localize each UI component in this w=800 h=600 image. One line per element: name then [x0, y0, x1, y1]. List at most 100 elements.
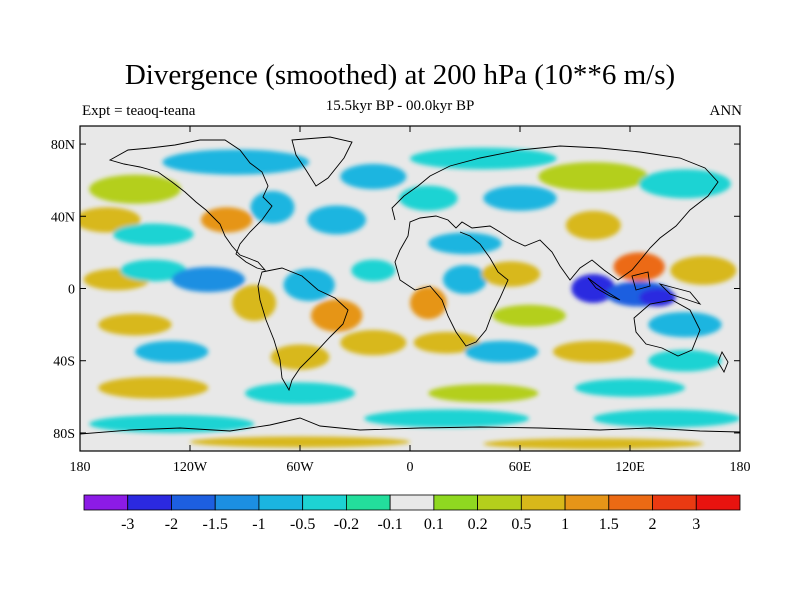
- anomaly-region: [250, 191, 295, 224]
- colorbar-bin: [258, 494, 304, 511]
- anomaly-region: [410, 147, 557, 170]
- colorbar-bin: [477, 494, 522, 511]
- lon-tick-label: 180: [70, 460, 91, 475]
- colorbar-bin: [302, 494, 347, 511]
- anomaly-region: [364, 409, 530, 428]
- colorbar-bin: [695, 494, 741, 511]
- south-america-coastline: [257, 267, 349, 392]
- anomaly-region: [483, 185, 557, 211]
- colorbar-label: -2: [165, 516, 178, 533]
- colorbar-bin: [652, 494, 697, 511]
- lon-tick-label: 120E: [615, 460, 645, 475]
- figure-subtitle: 15.5kyr BP - 00.0kyr BP: [325, 98, 475, 114]
- anomaly-region: [648, 349, 722, 372]
- anomaly-region: [283, 268, 335, 302]
- anomaly-region: [171, 266, 245, 293]
- anomaly-region: [399, 185, 458, 211]
- anomaly-region: [351, 259, 396, 282]
- anomaly-region: [135, 340, 209, 363]
- anomaly-region: [89, 414, 255, 433]
- colorbar-bin: [345, 494, 391, 511]
- colorbar-label: -3: [121, 516, 134, 533]
- anomaly-region: [670, 256, 737, 285]
- lat-tick-label: 80S: [53, 427, 75, 442]
- colorbar-bin: [433, 494, 479, 511]
- anomaly-region: [340, 330, 407, 356]
- anomaly-region: [571, 274, 616, 303]
- colorbar-label: 0.2: [468, 516, 488, 533]
- anomaly-region: [443, 265, 487, 294]
- anomaly-region: [481, 261, 541, 287]
- anomaly-region: [613, 252, 665, 282]
- lon-tick-label: 60E: [509, 460, 532, 475]
- season-label: ANN: [709, 103, 743, 119]
- longitude-axis: 180 120W 60W 0 60E 120E 180: [70, 126, 751, 475]
- colorbar-bin: [171, 494, 216, 511]
- anomaly-region: [307, 205, 366, 235]
- figure-title: Divergence (smoothed) at 200 hPa (10**6 …: [124, 59, 676, 91]
- anomaly-region: [162, 149, 310, 175]
- colorbar-label: -1.5: [203, 516, 228, 533]
- anomaly-region: [593, 409, 740, 428]
- anomaly-region: [553, 340, 634, 363]
- coastlines: [80, 136, 740, 435]
- colorbar-bin: [127, 494, 172, 511]
- anomaly-region: [270, 344, 330, 370]
- anomaly-region: [98, 376, 209, 399]
- colorbar-label: 3: [692, 516, 700, 533]
- eurasia-africa-coastline: [391, 145, 719, 347]
- anomaly-region: [639, 288, 676, 307]
- colorbar-bin: [214, 494, 260, 511]
- latitude-axis: 80N 40N 0 40S 80S: [51, 138, 740, 442]
- anomaly-region: [413, 331, 480, 354]
- colorbar-label: 0.1: [424, 516, 444, 533]
- anomaly-region: [538, 162, 649, 191]
- anomaly-region: [190, 436, 410, 448]
- lat-tick-label: 40N: [51, 210, 75, 225]
- anomaly-region: [465, 340, 539, 363]
- anomaly-region: [201, 207, 253, 233]
- colorbar-label: 0.5: [511, 516, 531, 533]
- australia-coastline: [633, 299, 701, 357]
- anomaly-region: [245, 382, 355, 405]
- new-zealand-coastline: [717, 350, 729, 374]
- colorbar-bin: [608, 494, 653, 511]
- anomaly-region: [639, 169, 731, 199]
- lat-tick-label: 0: [68, 283, 75, 298]
- anomaly-region: [120, 259, 187, 282]
- lat-tick-label: 40S: [53, 355, 75, 370]
- lon-tick-label: 60W: [286, 460, 314, 475]
- experiment-label: Expt = teaoq-teana: [82, 103, 196, 119]
- anomaly-region: [340, 163, 407, 190]
- colorbar-bin: [520, 494, 566, 511]
- colorbar-label: -0.1: [377, 516, 402, 533]
- anomaly-region: [648, 311, 722, 338]
- anomaly-region: [311, 299, 363, 332]
- anomaly-region: [232, 284, 277, 322]
- anomaly-region: [565, 210, 621, 240]
- lon-tick-label: 180: [730, 460, 751, 475]
- colorbar-label: -0.2: [334, 516, 359, 533]
- anomaly-region: [98, 313, 172, 336]
- colorbar-label: 2: [649, 516, 657, 533]
- colorbar-label: -0.5: [290, 516, 315, 533]
- anomaly-region: [492, 304, 566, 327]
- maritime-continent-coastline: [587, 271, 702, 305]
- colorbar-label: -1: [252, 516, 265, 533]
- anomaly-region: [113, 223, 194, 246]
- greenland-coastline: [291, 136, 353, 187]
- anomaly-region: [428, 232, 502, 255]
- anomaly-region: [89, 174, 181, 204]
- antarctica-coastline: [80, 417, 740, 435]
- anomaly-region: [483, 438, 704, 450]
- colorbar-label: 1: [561, 516, 569, 533]
- anomaly-region: [80, 207, 141, 233]
- divergence-field: [80, 147, 740, 450]
- colorbar: -3 -2 -1.5 -1 -0.5 -0.2 -0.1 0.1 0.2 0.5 1 1.5 2 3: [83, 494, 741, 533]
- north-america-coastline: [108, 139, 273, 271]
- lon-tick-label: 120W: [173, 460, 208, 475]
- anomaly-region: [575, 378, 685, 397]
- colorbar-bin: [83, 494, 129, 511]
- lat-tick-label: 80N: [51, 138, 75, 153]
